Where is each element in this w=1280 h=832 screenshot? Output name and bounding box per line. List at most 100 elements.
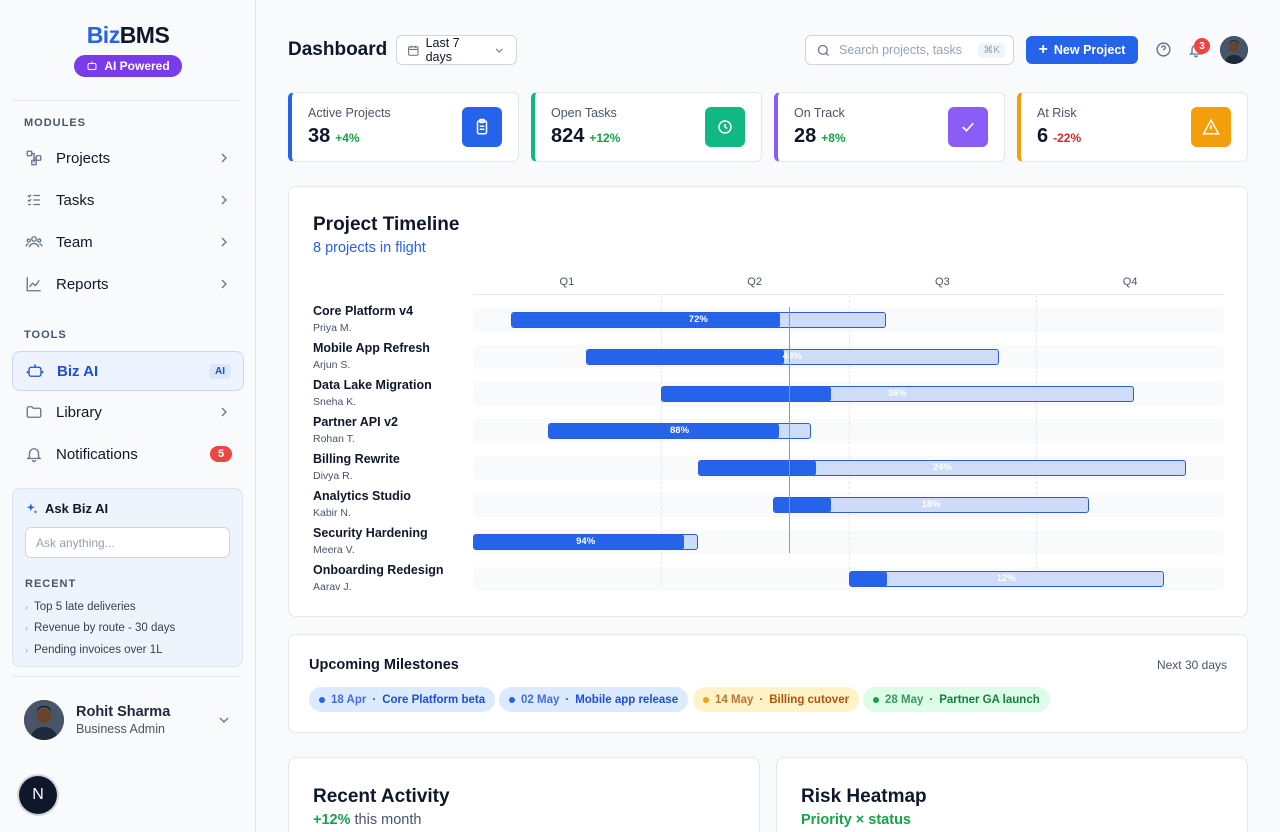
kpi-card-active-projects[interactable]: Active Projects 38 +4% <box>288 92 519 162</box>
kpi-value: 824 <box>551 125 585 147</box>
progress-label: 18% <box>921 499 941 510</box>
milestone-label: Core Platform beta <box>382 693 486 706</box>
date-range-select[interactable]: Last 7 days <box>396 35 517 65</box>
divider <box>12 676 240 677</box>
chevron-right-icon <box>221 279 227 289</box>
chevron-right-icon <box>221 195 227 205</box>
project-owner: Arjun S. <box>313 359 351 371</box>
notification-count-badge: 5 <box>210 446 232 462</box>
chevron-down-icon <box>219 717 229 723</box>
project-name: Onboarding Redesign <box>313 563 444 577</box>
sidebar-item-library[interactable]: Library <box>12 392 244 432</box>
project-bar[interactable]: 88% <box>548 423 811 439</box>
project-bar[interactable]: 48% <box>585 349 999 365</box>
sidebar-item-reports[interactable]: Reports <box>12 264 244 304</box>
activity-period: this month <box>354 812 422 828</box>
timeline-title: Project Timeline <box>313 214 460 235</box>
separator: · <box>565 693 570 706</box>
recent-query[interactable]: › Revenue by route - 30 days <box>25 622 176 635</box>
today-marker <box>789 307 791 553</box>
milestones-range: Next 30 days <box>1156 658 1227 672</box>
chevron-down-icon <box>496 48 504 53</box>
sidebar-item-projects[interactable]: Projects <box>12 138 244 178</box>
sidebar-item-label: Reports <box>56 275 109 293</box>
kpi-label: On Track <box>794 106 845 120</box>
ask-input[interactable] <box>25 527 230 558</box>
ai-tag: AI <box>209 363 231 379</box>
milestone-chip[interactable]: 14 May · Billing cutover <box>693 687 860 712</box>
upcoming-milestones-card: Upcoming Milestones Next 30 days 18 Apr ·… <box>288 634 1248 733</box>
project-owner: Sneha K. <box>313 396 357 408</box>
sidebar-item-label: Biz AI <box>57 362 99 380</box>
timeline-subtitle: 8 projects in flight <box>313 240 426 256</box>
milestone-chip[interactable]: 28 May · Partner GA launch <box>863 687 1050 712</box>
folder-icon <box>24 402 44 422</box>
project-name: Mobile App Refresh <box>313 341 430 355</box>
clipboard-icon <box>462 107 502 147</box>
progress-fill <box>661 387 832 401</box>
ask-biz-ai-panel: Ask Biz AI RECENT ›Top 5 late deliveries… <box>12 488 243 667</box>
progress-fill <box>549 424 779 438</box>
project-owner: Kabir N. <box>313 507 351 519</box>
project-bar[interactable]: 72% <box>510 312 887 328</box>
activity-title: Recent Activity <box>313 786 450 807</box>
kpi-value: 28 <box>794 125 817 147</box>
recent-query[interactable]: › Top 5 late deliveries <box>25 600 136 613</box>
clock-icon <box>705 107 745 147</box>
user-role: Business Admin <box>76 722 165 736</box>
ask-title: Ask Biz AI <box>25 501 108 516</box>
kpi-card-open-tasks[interactable]: Open Tasks 824 +12% <box>531 92 762 162</box>
project-bar[interactable]: 12% <box>848 571 1164 587</box>
progress-fill <box>849 572 888 586</box>
user-menu[interactable]: Rohit Sharma Business Admin <box>24 700 232 740</box>
help-icon[interactable] <box>1155 41 1172 58</box>
team-icon <box>24 232 44 252</box>
header-avatar[interactable] <box>1220 36 1248 64</box>
milestone-chip[interactable]: 02 May · Mobile app release <box>499 687 689 712</box>
tasks-icon <box>24 190 44 210</box>
milestone-label: Mobile app release <box>575 693 679 706</box>
kpi-card-at-risk[interactable]: At Risk 6 -22% <box>1017 92 1248 162</box>
kpi-label: Active Projects <box>308 106 391 120</box>
sidebar-item-biz-ai[interactable]: Biz AI AI <box>12 351 244 391</box>
project-bar[interactable]: 24% <box>698 460 1187 476</box>
brand: BizBMS AI Powered <box>0 22 256 77</box>
sidebar-item-label: Library <box>56 403 102 421</box>
warning-icon <box>1191 107 1231 147</box>
recent-query[interactable]: › Pending invoices over 1L <box>25 643 163 656</box>
project-bar[interactable]: 36% <box>660 386 1134 402</box>
search-input[interactable] <box>839 43 971 57</box>
separator: · <box>372 693 377 706</box>
projects-icon <box>24 148 44 168</box>
progress-fill <box>586 350 784 364</box>
sidebar-item-team[interactable]: Team <box>12 222 244 262</box>
divider <box>12 100 240 101</box>
sidebar-item-tasks[interactable]: Tasks <box>12 180 244 220</box>
next-dev-button[interactable]: N <box>19 776 57 814</box>
project-bar[interactable]: 94% <box>473 534 699 550</box>
reports-icon <box>24 274 44 294</box>
progress-label: 24% <box>932 462 952 473</box>
project-bar[interactable]: 18% <box>773 497 1089 513</box>
milestone-chip[interactable]: 18 Apr · Core Platform beta <box>309 687 496 712</box>
kpi-card-on-track[interactable]: On Track 28 +8% <box>774 92 1005 162</box>
milestone-date: 02 May <box>521 693 560 706</box>
separator: · <box>759 693 764 706</box>
project-name: Security Hardening <box>313 526 428 540</box>
progress-label: 12% <box>996 573 1016 584</box>
status-dot <box>873 696 879 703</box>
progress-label: 36% <box>887 388 907 399</box>
user-name: Rohit Sharma <box>76 704 171 720</box>
new-project-button[interactable]: + New Project <box>1026 36 1138 64</box>
sidebar-item-notifications[interactable]: Notifications 5 <box>12 434 244 474</box>
bell-icon <box>24 444 44 464</box>
chevron-right-icon <box>221 237 227 247</box>
project-name: Analytics Studio <box>313 489 411 503</box>
recent-activity-card: Recent Activity +12% this month <box>288 757 760 832</box>
logo[interactable]: BizBMS <box>86 22 170 48</box>
progress-fill <box>474 535 684 549</box>
milestone-label: Billing cutover <box>769 693 850 706</box>
project-owner: Divya R. <box>313 470 353 482</box>
milestone-date: 14 May <box>715 693 754 706</box>
kpi-label: Open Tasks <box>551 106 617 120</box>
